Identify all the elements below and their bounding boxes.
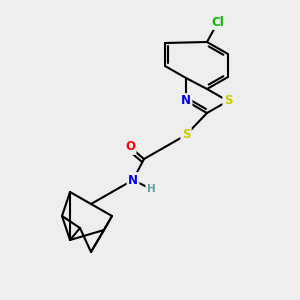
- Text: H: H: [147, 184, 155, 194]
- Text: Cl: Cl: [212, 16, 224, 28]
- Text: S: S: [224, 94, 232, 107]
- Text: N: N: [181, 94, 191, 107]
- Text: N: N: [128, 173, 138, 187]
- Text: S: S: [182, 128, 190, 142]
- Text: O: O: [125, 140, 135, 154]
